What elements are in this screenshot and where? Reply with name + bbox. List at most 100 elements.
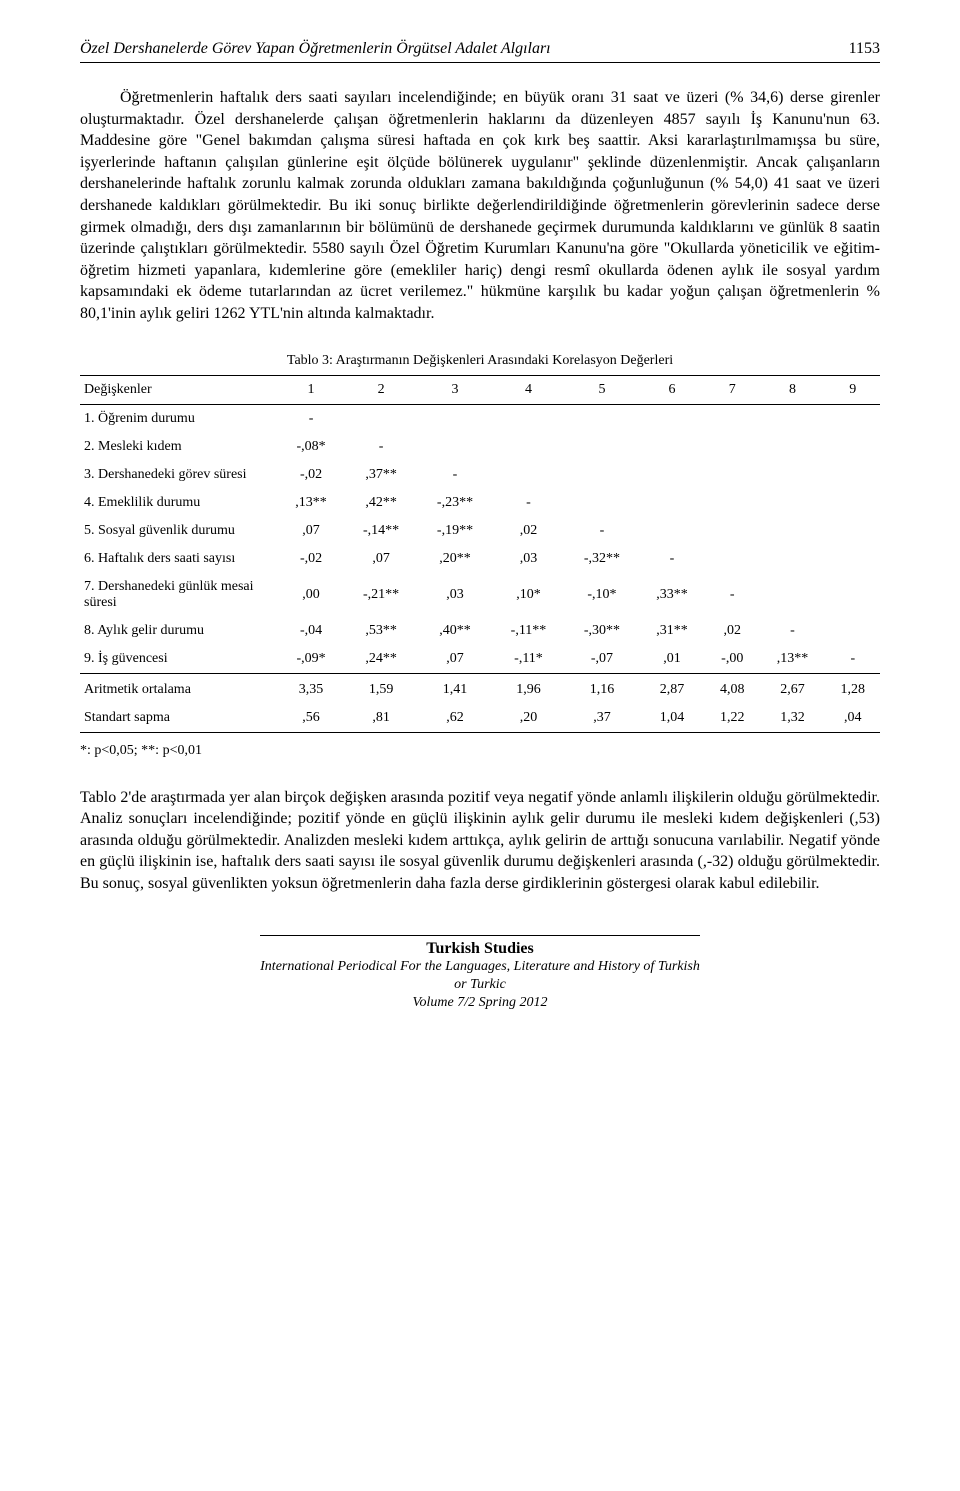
table-cell: - bbox=[278, 404, 344, 433]
body-paragraph-2: Tablo 2'de araştırmada yer alan birçok d… bbox=[80, 787, 880, 895]
table-cell: -,11* bbox=[492, 645, 565, 674]
table-cell: - bbox=[565, 517, 639, 545]
footer-title: Turkish Studies bbox=[260, 940, 700, 958]
table-cell: - bbox=[639, 545, 705, 573]
table-row: 1. Öğrenim durumu- bbox=[80, 404, 880, 433]
table-cell bbox=[826, 461, 880, 489]
table-cell: -,32** bbox=[565, 545, 639, 573]
table-cell bbox=[565, 404, 639, 433]
table-cell bbox=[565, 489, 639, 517]
table-cell: ,01 bbox=[639, 645, 705, 674]
table-row: 4. Emeklilik durumu,13**,42**-,23**- bbox=[80, 489, 880, 517]
table-cell: - bbox=[418, 461, 492, 489]
correlation-table: Değişkenler 1 2 3 4 5 6 7 8 9 1. Öğrenim… bbox=[80, 375, 880, 733]
table-cell: 3,35 bbox=[278, 673, 344, 704]
table-cell bbox=[565, 461, 639, 489]
table-cell bbox=[705, 461, 759, 489]
table-cell bbox=[826, 517, 880, 545]
table-cell: ,07 bbox=[344, 545, 418, 573]
table-cell: ,02 bbox=[492, 517, 565, 545]
table-cell: -,10* bbox=[565, 573, 639, 617]
page-footer: Turkish Studies International Periodical… bbox=[260, 935, 700, 1013]
table-cell: -,09* bbox=[278, 645, 344, 674]
table-col-8: 8 bbox=[759, 375, 825, 404]
table-cell: 1,59 bbox=[344, 673, 418, 704]
table-cell: -,14** bbox=[344, 517, 418, 545]
table-cell: -,02 bbox=[278, 461, 344, 489]
table-col-1: 1 bbox=[278, 375, 344, 404]
table-cell: ,04 bbox=[826, 704, 880, 733]
table-cell: - bbox=[705, 573, 759, 617]
table-header-label: Değişkenler bbox=[80, 375, 278, 404]
table-cell bbox=[705, 545, 759, 573]
table-cell: ,62 bbox=[418, 704, 492, 733]
table-cell: ,10* bbox=[492, 573, 565, 617]
running-header: Özel Dershanelerde Görev Yapan Öğretmenl… bbox=[80, 40, 880, 63]
table-cell: ,31** bbox=[639, 617, 705, 645]
footer-subtitle-1: International Periodical For the Languag… bbox=[260, 958, 700, 994]
body-paragraph-2-text: Tablo 2'de araştırmada yer alan birçok d… bbox=[80, 789, 880, 892]
table-cell: ,20 bbox=[492, 704, 565, 733]
table-cell: -,19** bbox=[418, 517, 492, 545]
table-cell bbox=[705, 489, 759, 517]
table-col-2: 2 bbox=[344, 375, 418, 404]
table-cell: -,21** bbox=[344, 573, 418, 617]
table-cell: ,13** bbox=[759, 645, 825, 674]
table-cell: - bbox=[759, 617, 825, 645]
table-cell bbox=[759, 573, 825, 617]
table-cell: -,30** bbox=[565, 617, 639, 645]
table-cell: 1,41 bbox=[418, 673, 492, 704]
table-cell bbox=[492, 461, 565, 489]
page-number: 1153 bbox=[849, 40, 880, 58]
table-cell: ,37** bbox=[344, 461, 418, 489]
table-row: 9. İş güvencesi-,09*,24**,07-,11*-,07,01… bbox=[80, 645, 880, 674]
table-cell: ,07 bbox=[278, 517, 344, 545]
table-row: 8. Aylık gelir durumu-,04,53**,40**-,11*… bbox=[80, 617, 880, 645]
row-label: 1. Öğrenim durumu bbox=[80, 404, 278, 433]
table-cell bbox=[759, 461, 825, 489]
table-cell bbox=[705, 433, 759, 461]
table-cell: ,56 bbox=[278, 704, 344, 733]
table-cell: ,33** bbox=[639, 573, 705, 617]
table-cell bbox=[418, 404, 492, 433]
row-label: 4. Emeklilik durumu bbox=[80, 489, 278, 517]
table-cell: ,00 bbox=[278, 573, 344, 617]
table-cell: ,13** bbox=[278, 489, 344, 517]
table-summary-row: Standart sapma,56,81,62,20,371,041,221,3… bbox=[80, 704, 880, 733]
table-cell: -,04 bbox=[278, 617, 344, 645]
body-paragraph-1: Öğretmenlerin haftalık ders saati sayıla… bbox=[80, 87, 880, 325]
table-col-9: 9 bbox=[826, 375, 880, 404]
footer-subtitle-2: Volume 7/2 Spring 2012 bbox=[260, 994, 700, 1012]
table-cell bbox=[639, 517, 705, 545]
table-col-4: 4 bbox=[492, 375, 565, 404]
table-row: 6. Haftalık ders saati sayısı-,02,07,20*… bbox=[80, 545, 880, 573]
table-cell bbox=[639, 433, 705, 461]
table-cell bbox=[492, 433, 565, 461]
table-cell: -,08* bbox=[278, 433, 344, 461]
table-cell: 1,28 bbox=[826, 673, 880, 704]
table-cell bbox=[705, 517, 759, 545]
row-label: 7. Dershanedeki günlük mesai süresi bbox=[80, 573, 278, 617]
table-cell bbox=[759, 433, 825, 461]
table-row: 5. Sosyal güvenlik durumu,07-,14**-,19**… bbox=[80, 517, 880, 545]
table-cell bbox=[826, 545, 880, 573]
table-col-3: 3 bbox=[418, 375, 492, 404]
table-cell: - bbox=[826, 645, 880, 674]
row-label: 8. Aylık gelir durumu bbox=[80, 617, 278, 645]
table-cell bbox=[705, 404, 759, 433]
row-label: Standart sapma bbox=[80, 704, 278, 733]
row-label: 5. Sosyal güvenlik durumu bbox=[80, 517, 278, 545]
table-cell: 1,32 bbox=[759, 704, 825, 733]
table-col-5: 5 bbox=[565, 375, 639, 404]
table-cell bbox=[639, 489, 705, 517]
table-cell bbox=[826, 573, 880, 617]
table-cell: 1,16 bbox=[565, 673, 639, 704]
table-cell: ,53** bbox=[344, 617, 418, 645]
table-cell bbox=[759, 545, 825, 573]
table-cell bbox=[344, 404, 418, 433]
table-cell bbox=[826, 617, 880, 645]
table-cell: - bbox=[492, 489, 565, 517]
table-cell: 4,08 bbox=[705, 673, 759, 704]
table-cell: -,02 bbox=[278, 545, 344, 573]
table-col-7: 7 bbox=[705, 375, 759, 404]
